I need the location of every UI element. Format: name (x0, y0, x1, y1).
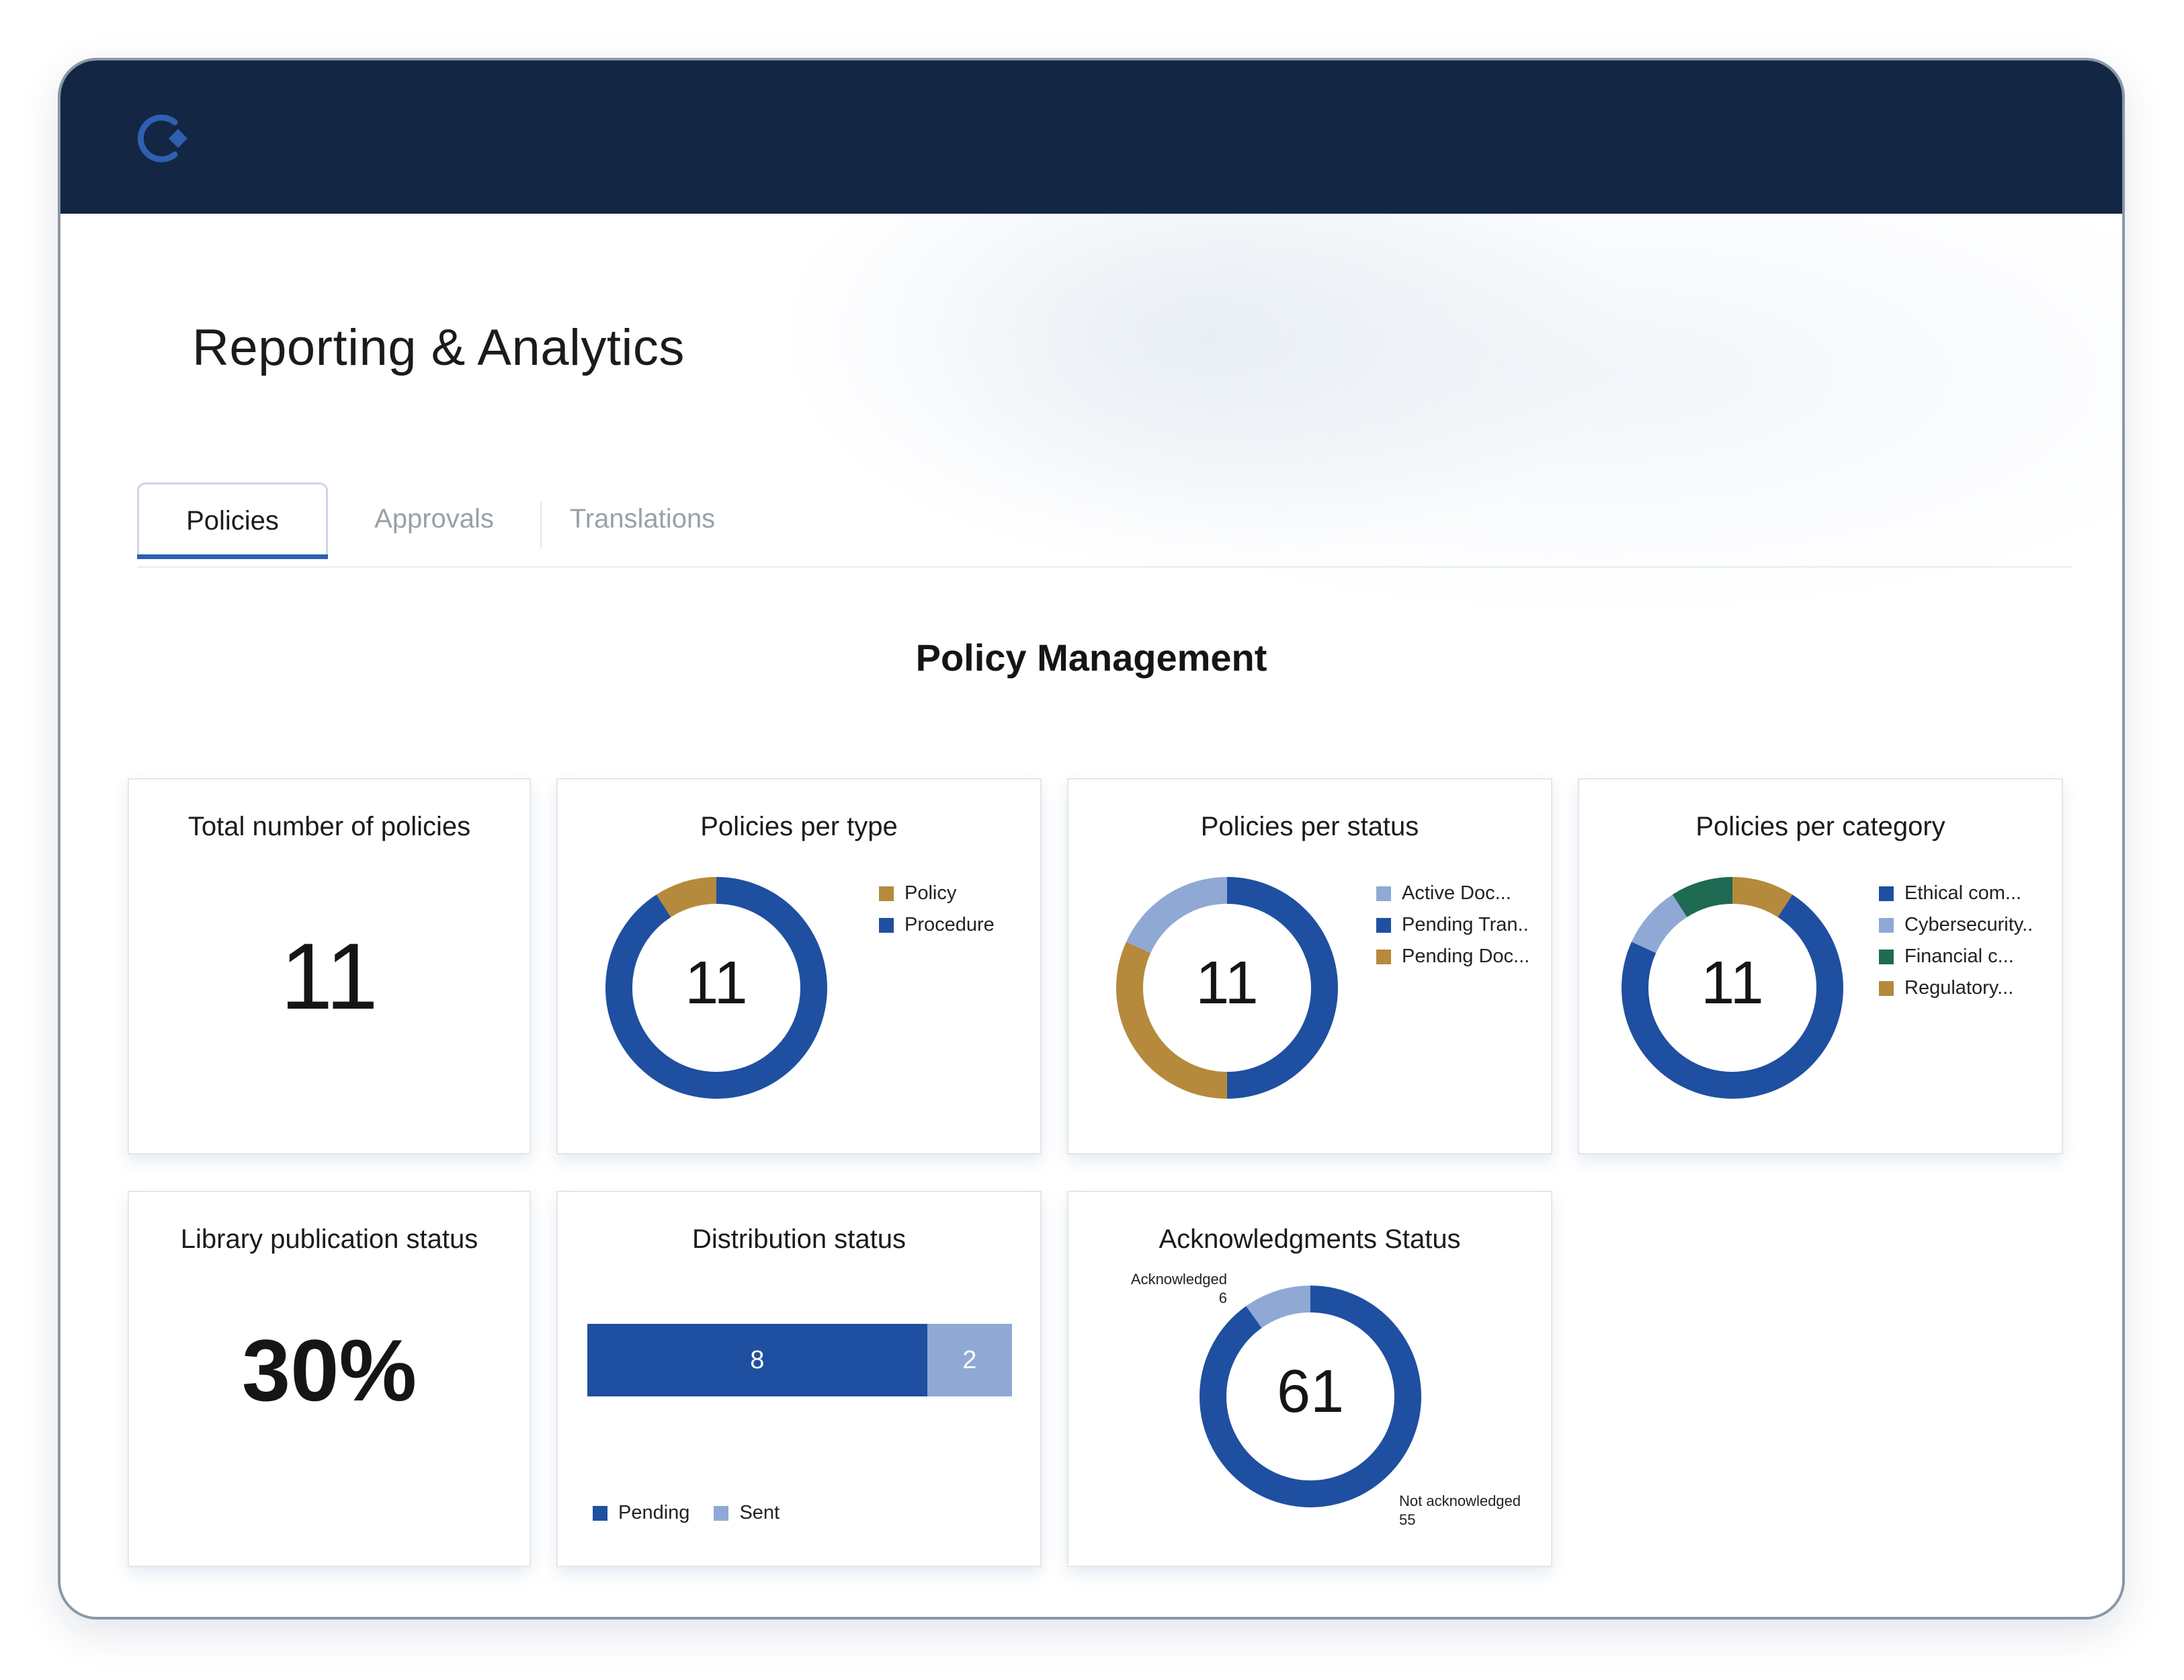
legend-item[interactable]: Policy (879, 878, 995, 909)
legend-swatch (879, 917, 894, 933)
report-tabs: Policies Approvals Translations (137, 482, 2072, 568)
card-title: Policies per status (1200, 812, 1419, 841)
legend-label: Pending Tran.. (1402, 914, 1529, 935)
legend-swatch (1879, 949, 1894, 964)
card-title: Acknowledgments Status (1159, 1224, 1461, 1254)
legend-label: Sent (739, 1502, 780, 1523)
app-logo-icon[interactable] (133, 105, 200, 172)
legend-label: Procedure (905, 914, 995, 935)
not-acknowledged-label-value: 55 (1399, 1511, 1416, 1528)
main-content: Reporting & Analytics Policies Approvals… (60, 214, 2122, 1617)
donut-slice-ethical-com[interactable] (1622, 894, 1843, 1099)
app-window: Reporting & Analytics Policies Approvals… (58, 58, 2125, 1620)
donut-slice-pending-doc[interactable] (1116, 941, 1228, 1099)
policies-per-status-card[interactable]: Policies per status 11 Active Doc... Pen… (1067, 778, 1552, 1154)
legend-label: Active Doc... (1402, 882, 1511, 904)
policies-per-category-donut-chart (1622, 877, 1843, 1099)
tab-approvals[interactable]: Approvals (374, 504, 494, 534)
donut-center-value: 11 (685, 950, 748, 1017)
donut-slice-cybersecurity[interactable] (1631, 894, 1687, 954)
policies-per-type-donut-chart (605, 877, 827, 1099)
card-title: Total number of policies (187, 812, 471, 841)
legend-label: Cybersecurity.. (1904, 914, 2033, 935)
donut-slice-policy[interactable] (656, 877, 717, 918)
not-acknowledged-label: Not acknowledged 55 (1399, 1492, 1521, 1529)
donut-center-value: 11 (1195, 950, 1259, 1017)
legend-label: Regulatory... (1904, 977, 2014, 999)
acknowledged-label-text: Acknowledged (1130, 1271, 1227, 1288)
legend-swatch (593, 1505, 607, 1521)
legend-item[interactable]: Pending Tran.. (1376, 909, 1529, 941)
library-publication-value: 30% (241, 1321, 417, 1419)
acknowledged-label: Acknowledged 6 (1121, 1270, 1227, 1308)
bar-segment-pending[interactable]: 8 (587, 1324, 927, 1396)
legend-label: Pending (618, 1502, 690, 1523)
donut-slice-pending-tran[interactable] (1226, 877, 1338, 1099)
legend-item[interactable]: Financial c... (1879, 941, 2033, 972)
donut-slice-regulatory[interactable] (1732, 877, 1793, 918)
legend-item[interactable]: Ethical com... (1879, 878, 2033, 909)
page-title: Reporting & Analytics (192, 319, 685, 376)
legend-label: Policy (905, 882, 957, 904)
chart-legend: Ethical com... Cybersecurity.. Financial… (1879, 878, 2033, 1004)
donut-center-value: 61 (1276, 1358, 1345, 1425)
legend-swatch (1879, 917, 1894, 933)
legend-swatch (1879, 980, 1894, 996)
donut-center-value: 11 (1701, 950, 1764, 1017)
legend-label: Financial c... (1904, 946, 2014, 967)
legend-item[interactable]: Procedure (879, 909, 995, 941)
card-title: Policies per type (700, 812, 898, 841)
legend-item[interactable]: Active Doc... (1376, 878, 1529, 909)
chart-legend: Policy Procedure (879, 878, 995, 941)
legend-item[interactable]: Sent (714, 1497, 780, 1529)
legend-label: Ethical com... (1904, 882, 2022, 904)
card-title: Library publication status (180, 1224, 478, 1254)
legend-swatch (1376, 949, 1391, 964)
donut-slice-procedure[interactable] (605, 877, 827, 1099)
legend-item[interactable]: Regulatory... (1879, 972, 2033, 1004)
donut-slice-not-acknowledged[interactable] (1200, 1286, 1421, 1507)
legend-item[interactable]: Pending (593, 1497, 689, 1529)
tab-translations[interactable]: Translations (569, 504, 716, 534)
tab-divider (540, 501, 542, 548)
not-acknowledged-label-text: Not acknowledged (1399, 1493, 1521, 1509)
donut-slice-financial-c[interactable] (1672, 877, 1733, 918)
total-policies-value: 11 (280, 923, 378, 1029)
chart-legend: Pending Sent (593, 1497, 780, 1529)
card-title: Distribution status (692, 1224, 906, 1254)
legend-item[interactable]: Cybersecurity.. (1879, 909, 2033, 941)
bar-segment-sent[interactable]: 2 (927, 1324, 1012, 1396)
legend-swatch (1376, 886, 1391, 901)
acknowledged-label-value: 6 (1218, 1290, 1227, 1306)
policies-per-category-card[interactable]: Policies per category 11 Ethical com... … (1578, 778, 2063, 1154)
policies-per-type-card[interactable]: Policies per type 11 Policy Procedure (556, 778, 1042, 1154)
donut-slice-acknowledged[interactable] (1246, 1286, 1311, 1329)
card-title: Policies per category (1695, 812, 1945, 841)
acknowledgments-status-card[interactable]: Acknowledgments Status Acknowledged 6 61… (1067, 1191, 1552, 1567)
legend-swatch (1376, 917, 1391, 933)
policies-per-status-donut-chart (1116, 877, 1338, 1099)
legend-swatch (879, 886, 894, 901)
donut-slice-active-doc[interactable] (1126, 877, 1228, 954)
legend-swatch (714, 1505, 729, 1521)
top-navigation-bar (60, 60, 2122, 214)
acknowledgments-donut-chart (1200, 1286, 1421, 1507)
legend-swatch (1879, 886, 1894, 901)
tab-policies[interactable]: Policies (137, 482, 328, 559)
legend-label: Pending Doc... (1402, 946, 1530, 967)
legend-item[interactable]: Pending Doc... (1376, 941, 1529, 972)
total-policies-card[interactable]: Total number of policies 11 (128, 778, 531, 1154)
chart-legend: Active Doc... Pending Tran.. Pending Doc… (1376, 878, 1529, 972)
library-publication-card[interactable]: Library publication status 30% (128, 1191, 531, 1567)
section-title: Policy Management (915, 636, 1267, 679)
